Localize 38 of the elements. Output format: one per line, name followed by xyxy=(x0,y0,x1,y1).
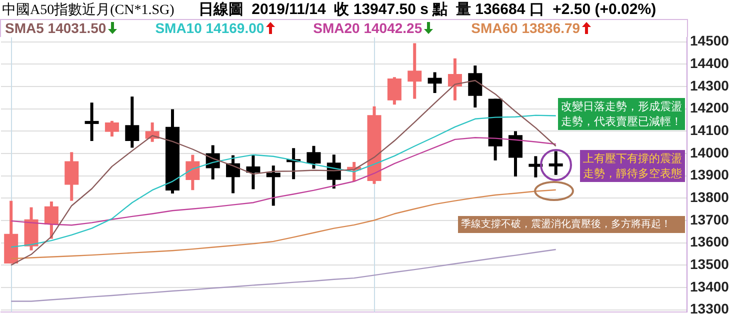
candlestick xyxy=(64,152,79,201)
y-tick-label: 14100 xyxy=(690,122,730,138)
y-tick-label: 13800 xyxy=(690,189,730,205)
text: SMA60 13836.79 xyxy=(471,20,582,37)
text: SMA10 14169.00 xyxy=(155,20,266,37)
candlestick xyxy=(266,166,280,206)
candlestick xyxy=(246,155,260,190)
y-tick-label: 13300 xyxy=(690,300,730,317)
annotation: 改變日落走勢，形成震盪走勢，代表賣壓已減輕！ xyxy=(558,98,685,130)
candlestick xyxy=(408,43,422,99)
candlestick xyxy=(306,146,321,169)
annotation: 季線支撐不破，震盪消化賣壓後，多方將再起！ xyxy=(458,216,685,233)
y-tick-label: 14400 xyxy=(690,55,730,72)
y-tick-label: 14200 xyxy=(690,100,730,116)
candlestick xyxy=(448,58,462,100)
chart-subtitle: 日線圖 2019/11/14 收 13947.50 s 點 量 136684 口 +2.50 (+0.02%) xyxy=(198,1,656,18)
y-tick-label: 14500 xyxy=(690,32,730,49)
candlestick xyxy=(186,154,200,190)
candlestick xyxy=(44,201,58,239)
chart-title: 中國A50指數近月(CN*1.SG) xyxy=(2,3,174,18)
candlestick xyxy=(468,66,482,108)
candlestick xyxy=(125,96,140,148)
y-tick-label: 13400 xyxy=(690,278,730,294)
y-tick-label: 13700 xyxy=(690,211,730,228)
text: SMA5 14031.50 xyxy=(5,20,108,37)
y-tick-label: 13900 xyxy=(690,166,730,183)
candlestick xyxy=(104,120,119,137)
candlestick xyxy=(387,77,402,105)
text: SMA20 14042.25 xyxy=(313,20,424,37)
y-tick-label: 14000 xyxy=(690,144,730,160)
annotation: 上有壓下有撐的震盪走勢，靜待多空表態 xyxy=(580,150,685,182)
candlestick xyxy=(84,102,99,141)
candlestick xyxy=(428,72,442,93)
y-tick-label: 13500 xyxy=(690,256,730,272)
y-tick-label: 14300 xyxy=(690,77,730,94)
y-tick-label: 13600 xyxy=(690,234,730,250)
candlestick xyxy=(508,131,522,176)
candlestick xyxy=(548,151,563,175)
